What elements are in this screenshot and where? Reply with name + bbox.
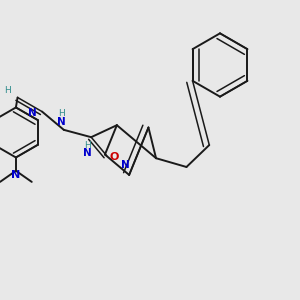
Text: H: H bbox=[4, 86, 11, 95]
Text: N: N bbox=[122, 160, 130, 170]
Text: O: O bbox=[109, 152, 119, 162]
Text: N: N bbox=[57, 116, 65, 127]
Text: H: H bbox=[84, 141, 91, 150]
Text: H: H bbox=[58, 109, 64, 118]
Text: N: N bbox=[11, 170, 20, 180]
Text: N: N bbox=[28, 108, 37, 118]
Text: N: N bbox=[83, 148, 92, 158]
